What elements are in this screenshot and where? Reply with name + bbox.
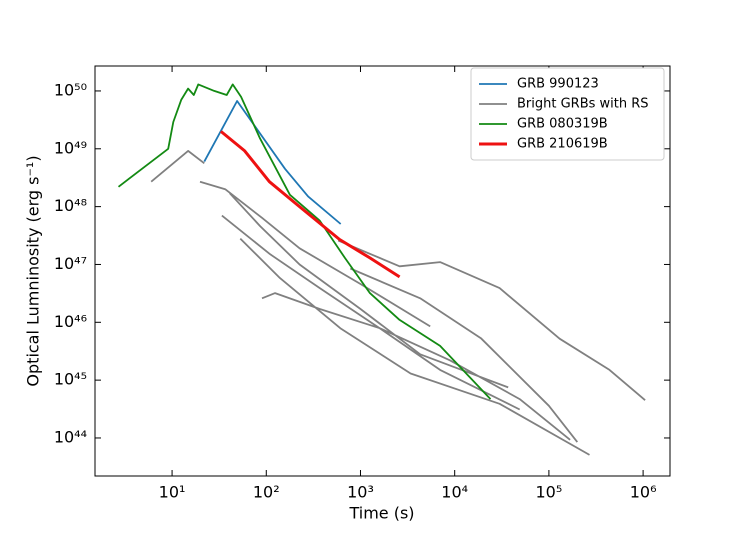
y-tick-label: 10⁴⁸ <box>54 196 87 215</box>
y-tick-label: 10⁴⁹ <box>54 138 87 157</box>
y-tick-label: 10⁴⁴ <box>54 427 87 446</box>
x-tick-label: 10³ <box>347 483 374 502</box>
legend-label: GRB 080319B <box>517 117 608 132</box>
legend-label: GRB 210619B <box>517 137 608 152</box>
series-line <box>203 100 342 225</box>
y-tick-label: 10⁴⁵ <box>54 370 87 389</box>
plot-frame <box>94 65 671 477</box>
legend-box <box>470 67 665 161</box>
y-tick-label: 10⁴⁷ <box>54 254 87 273</box>
series-line <box>219 130 401 279</box>
x-tick-label: 10⁶ <box>630 483 657 502</box>
x-tick-label: 10⁵ <box>536 483 563 502</box>
legend-label: Bright GRBs with RS <box>517 97 649 112</box>
x-tick-label: 10⁴ <box>441 483 468 502</box>
x-tick-label: 10¹ <box>159 483 186 502</box>
x-axis-label: Time (s) <box>348 504 414 523</box>
x-tick-label: 10² <box>253 483 280 502</box>
series-line <box>117 83 492 400</box>
series-line <box>150 150 646 456</box>
legend-label: GRB 990123 <box>517 77 599 92</box>
y-tick-label: 10⁴⁶ <box>54 312 87 331</box>
y-tick-label: 10⁵⁰ <box>54 80 87 99</box>
y-axis-label: Optical Lumninosity (erg s⁻¹) <box>24 155 43 386</box>
